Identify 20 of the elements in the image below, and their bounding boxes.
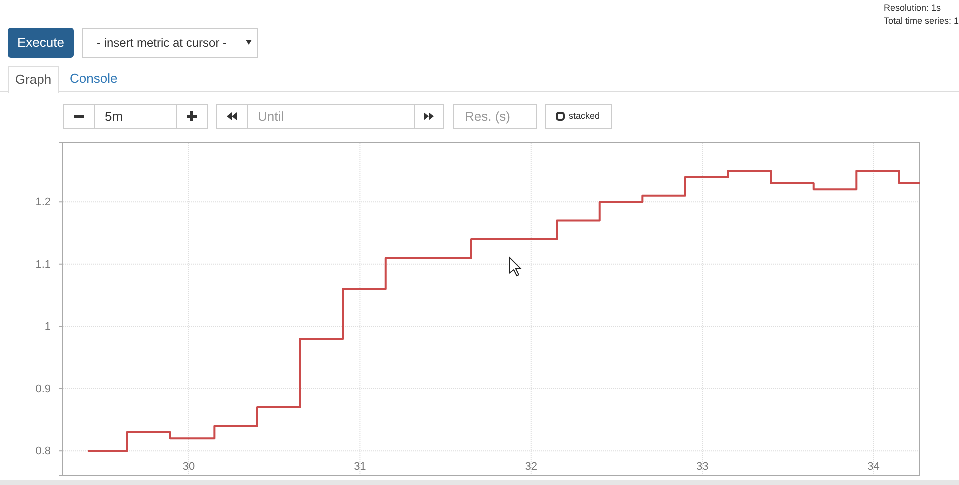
y-tick-label: 1 — [44, 321, 51, 334]
text: Resolution: 1s — [884, 3, 942, 15]
y-tick-label: 1.2 — [36, 196, 51, 209]
x-tick-label: 31 — [354, 460, 366, 473]
y-tick-label: 0.9 — [36, 383, 51, 396]
x-tick-label: 34 — [868, 460, 880, 473]
text: Res. (s) — [453, 104, 537, 129]
text: Console — [70, 70, 119, 88]
x-tick-label: 33 — [696, 460, 709, 473]
y-tick-label: 0.8 — [36, 446, 51, 458]
y-tick-label: 1.1 — [36, 258, 51, 271]
text: Execute — [8, 28, 74, 58]
text: - insert metric at cursor - — [82, 28, 258, 58]
x-tick-label: 30 — [182, 460, 196, 473]
text: stacked — [545, 104, 612, 129]
text: 5m — [94, 104, 177, 129]
text: Total time series: 1 — [884, 16, 959, 28]
text: Graph — [8, 66, 59, 93]
text: Until — [247, 104, 415, 129]
x-tick-label: 32 — [525, 460, 538, 473]
